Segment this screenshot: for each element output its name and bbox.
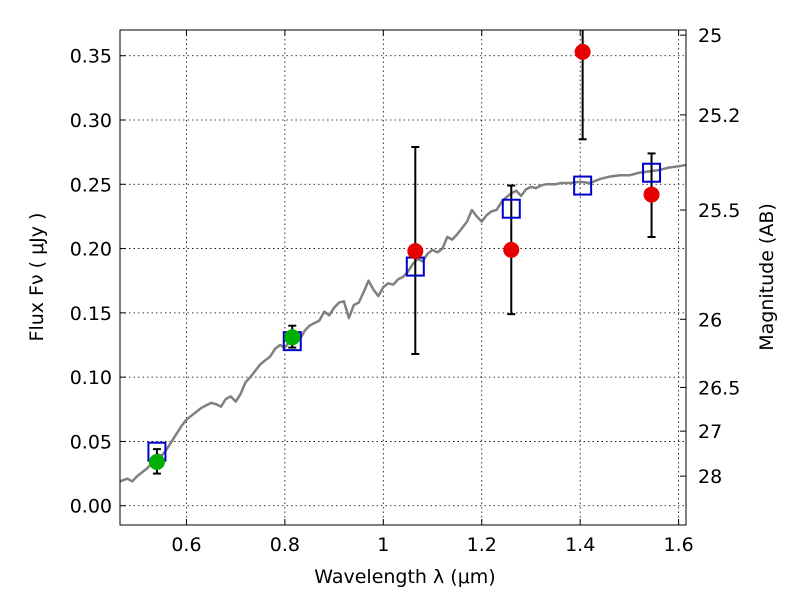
x-tick-label: 1.6 [664,534,694,556]
y-tick-label: 0.00 [70,496,112,518]
y-axis-label: Flux Fν ( μJy ) [26,213,48,342]
right-tick-label: 25.2 [698,105,740,127]
y-tick-label: 0.05 [70,431,112,453]
model-sed-line [119,163,687,483]
model-band-square [573,175,593,196]
model-band-square [501,198,521,219]
y-tick-label: 0.25 [70,174,112,196]
y-tick-label: 0.10 [70,367,112,389]
gridlines [120,30,686,525]
y-tick-label: 0.15 [70,303,112,325]
y-tick-label: 0.30 [70,110,112,132]
observed-point [643,186,660,203]
right-tick-label: 27 [698,421,722,443]
observed-point [148,454,165,470]
observed-point [503,241,520,258]
right-tick-label: 26.5 [698,377,740,399]
x-tick-label: 0.6 [171,534,201,556]
y-tick-label: 0.20 [70,239,112,261]
x-tick-label: 1.4 [565,534,595,556]
right-tick-label: 26 [698,309,722,331]
y-tick-label: 0.35 [70,46,112,68]
right-tick-label: 28 [698,466,722,488]
model-band-square [642,162,662,183]
observed-point [407,243,424,260]
right-axis-label: Magnitude (AB) [756,203,778,351]
x-tick-label: 1.2 [467,534,497,556]
right-tick-label: 25 [698,25,722,47]
right-tick-label: 25.5 [698,200,740,222]
tick-layer: 0.6 0.8 1 1.2 1.4 1.6 0.00 0.05 0.10 0.15 0.20 0.25… [70,25,741,556]
observed-point [574,43,591,60]
plot-frame [119,29,687,526]
observed-point [284,329,301,346]
x-axis-label: Wavelength λ (μm) [314,566,495,588]
x-tick-label: 1 [377,534,389,556]
series-layer [119,30,687,483]
x-tick-label: 0.8 [270,534,300,556]
